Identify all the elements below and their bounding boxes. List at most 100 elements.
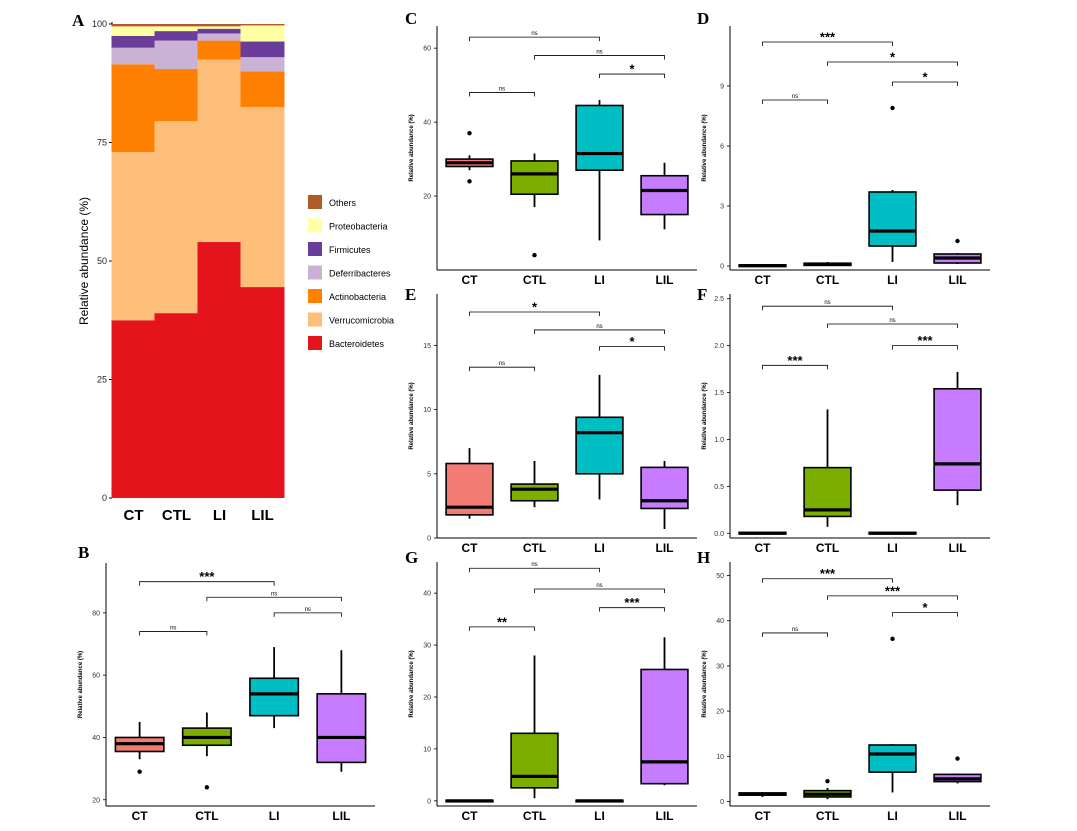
y-tick-label: 0	[427, 798, 431, 805]
panel-label-g: G	[405, 548, 418, 567]
significance-bracket	[762, 632, 828, 637]
x-tick-label: LIL	[949, 273, 967, 287]
bar-segment-verrucomicrobia	[154, 121, 199, 314]
bar-segment-others	[197, 24, 242, 27]
significance-bracket	[469, 366, 535, 372]
y-tick-label: 1.0	[714, 437, 724, 444]
outlier-point	[204, 785, 210, 790]
significance-bracket	[469, 92, 535, 97]
outlier-point	[955, 238, 960, 244]
x-tick-label: CT	[755, 541, 772, 555]
significance-label: ns	[271, 591, 277, 597]
legend-entry: Firmicutes	[329, 245, 371, 255]
significance-bracket	[139, 581, 275, 586]
significance-bracket	[827, 61, 958, 66]
y-tick-label: 0	[720, 799, 724, 806]
significance-bracket	[599, 346, 665, 351]
bar-segment-others	[111, 24, 156, 27]
y-axis-label: Relative abundance (%)	[409, 114, 415, 181]
bar-segment-verrucomicrobia	[111, 151, 156, 321]
significance-bracket	[534, 329, 665, 334]
x-tick-label: CT	[462, 541, 479, 555]
significance-bracket	[273, 612, 342, 617]
y-tick-label: 0.0	[714, 531, 724, 538]
bar-segment-proteobacteria	[154, 26, 199, 32]
panel-h: H 0 10 20 30 40 50 Relative abundance (%) CT CTL L…	[697, 548, 990, 823]
significance-label: *	[532, 299, 538, 314]
significance-label: ns	[792, 94, 798, 100]
y-tick-label: 60	[92, 673, 100, 680]
panel-label-f: F	[697, 285, 707, 304]
significance-bracket	[762, 578, 893, 583]
significance-label: *	[922, 600, 928, 615]
outlier-point	[467, 179, 472, 184]
box-li	[249, 677, 300, 717]
y-tick-label: 2.0	[714, 343, 724, 350]
significance-bracket	[534, 588, 665, 593]
bar-segment-firmicutes	[240, 41, 285, 58]
legend-entry: Proteobacteria	[329, 222, 388, 232]
panel-label-c: C	[405, 9, 417, 28]
bar-segment-actinobacteria	[240, 71, 285, 107]
x-tick-label: LI	[213, 507, 226, 524]
outlier-point	[955, 756, 960, 761]
bar-segment-bacteroidetes	[197, 242, 242, 498]
x-tick-label: CTL	[816, 541, 839, 555]
outlier-point	[467, 131, 472, 136]
panel-b: B 20 40 60 80 Relative abundance (%) CT CTL LI LI…	[78, 543, 375, 823]
outlier-point	[890, 105, 895, 111]
panel-e: E 0 5 10 15 Relative abundance (%) CT CTL LI LIL *…	[405, 285, 697, 555]
significance-label: **	[497, 614, 508, 629]
y-tick-label: 10	[423, 407, 431, 414]
y-tick-label: 5	[427, 471, 431, 478]
significance-bracket	[892, 345, 958, 350]
box-lil	[640, 668, 689, 785]
x-tick-label: CTL	[195, 809, 218, 823]
y-tick-label: 40	[423, 591, 431, 598]
bar-segment-actinobacteria	[111, 64, 156, 152]
x-tick-label: CT	[755, 273, 772, 287]
x-tick-label: CTL	[523, 809, 546, 823]
significance-label: ***	[917, 333, 933, 348]
significance-bracket	[762, 305, 893, 311]
y-tick-label: 0	[102, 493, 107, 503]
legend-entry: Actinobacteria	[329, 292, 386, 302]
x-tick-label: CT	[462, 273, 479, 287]
x-tick-label: LI	[887, 541, 898, 555]
bar-segment-proteobacteria	[240, 25, 285, 42]
significance-bracket	[599, 607, 665, 612]
box-ctl	[510, 160, 559, 196]
bar-segment-proteobacteria	[197, 26, 242, 29]
y-tick-label: 0.5	[714, 484, 724, 491]
significance-bracket	[762, 364, 828, 370]
x-tick-label: LI	[887, 809, 898, 823]
x-tick-label: CT	[755, 809, 772, 823]
panel-f: F 0.0 0.5 1.0 1.5 2.0 2.5 Relative abundance (%…	[697, 285, 990, 555]
significance-label: *	[629, 334, 635, 349]
legend-swatch	[308, 289, 322, 303]
y-axis-label: Relative abundance (%)	[702, 114, 708, 181]
x-tick-label: CT	[124, 507, 144, 524]
panel-label-a: A	[72, 11, 85, 30]
y-tick-label: 50	[716, 573, 724, 580]
x-tick-label: CTL	[816, 809, 839, 823]
x-tick-label: CTL	[523, 541, 546, 555]
legend-swatch	[308, 218, 322, 233]
y-tick-label: 60	[423, 46, 431, 53]
y-tick-label: 3	[720, 204, 724, 211]
bar-segment-verrucomicrobia	[197, 59, 242, 243]
significance-label: ***	[820, 566, 836, 581]
y-tick-label: 15	[423, 343, 431, 350]
y-tick-label: 30	[716, 663, 724, 670]
significance-bracket	[469, 36, 600, 42]
x-tick-label: LI	[594, 809, 605, 823]
x-tick-label: CT	[132, 809, 149, 823]
box-lil	[640, 174, 689, 216]
x-tick-label: CTL	[816, 273, 839, 287]
significance-label: ***	[199, 569, 215, 584]
box-li	[868, 191, 917, 247]
box-ctl	[510, 732, 559, 789]
significance-label: ***	[624, 595, 640, 610]
bar-segment-deferribacteres	[154, 40, 199, 70]
